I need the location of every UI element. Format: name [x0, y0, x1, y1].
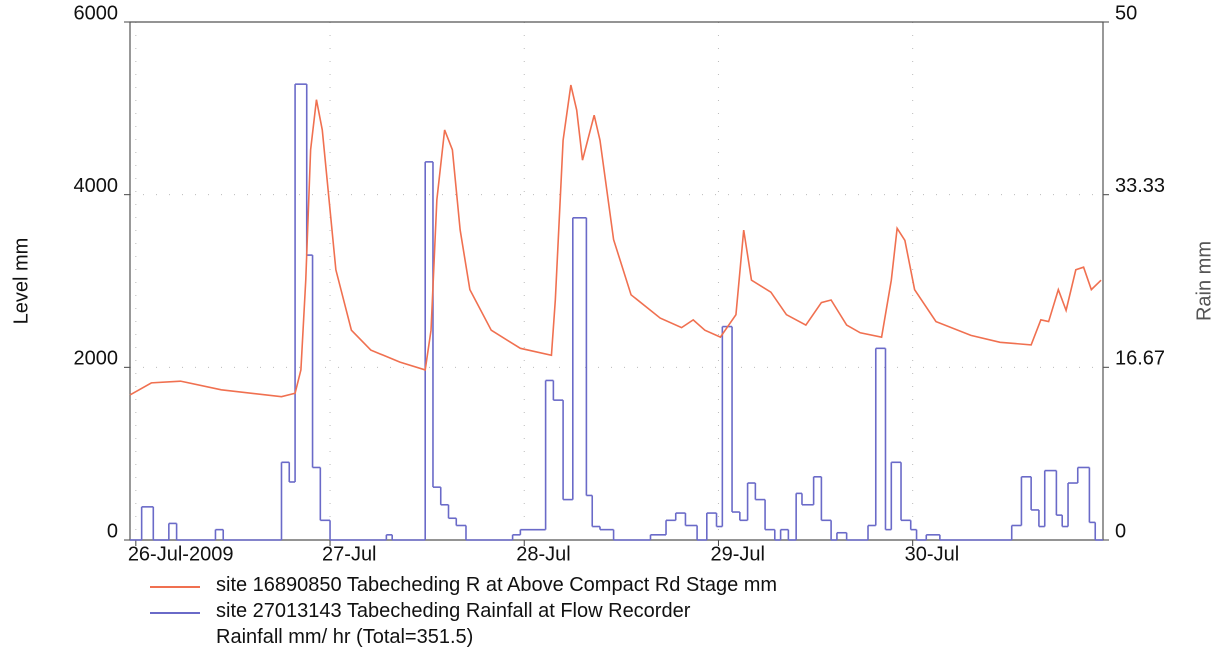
y2-axis-label: Rain mm: [1193, 241, 1215, 321]
legend-swatch: [150, 586, 200, 588]
y-tick-label: 0: [107, 520, 118, 542]
plot-frame: [129, 21, 1104, 541]
x-tick-label: 29-Jul: [710, 543, 764, 565]
legend: site 16890850 Tabecheding R at Above Com…: [150, 572, 777, 650]
level-line: [129, 84, 1102, 398]
legend-entry: site 27013143 Tabecheding Rainfall at Fl…: [150, 598, 777, 650]
y-tick-label: 2000: [74, 348, 119, 370]
y2-tick-label: 16.67: [1115, 348, 1165, 370]
legend-entry: site 16890850 Tabecheding R at Above Com…: [150, 572, 777, 598]
y2-tick-label: 0: [1115, 520, 1126, 542]
x-tick-label: 30-Jul: [905, 543, 959, 565]
y-tick-label: 4000: [74, 175, 119, 197]
x-tick-label: 26-Jul-2009: [128, 543, 234, 565]
x-tick-label: 27-Jul: [322, 543, 376, 565]
x-tick-label: 28-Jul: [516, 543, 570, 565]
y2-tick-label: 33.33: [1115, 175, 1165, 197]
y-tick-label: 6000: [74, 2, 119, 24]
legend-swatch: [150, 612, 200, 614]
y-axis-label: Level mm: [10, 238, 32, 325]
y2-tick-label: 50: [1115, 2, 1137, 24]
chart: Level mm Rain mm 0 2000 4000 6000 0 16.67 33.3…: [10, 2, 1215, 565]
legend-label: site 27013143 Tabecheding Rainfall at Fl…: [216, 600, 691, 648]
legend-label: site 16890850 Tabecheding R at Above Com…: [216, 574, 778, 596]
